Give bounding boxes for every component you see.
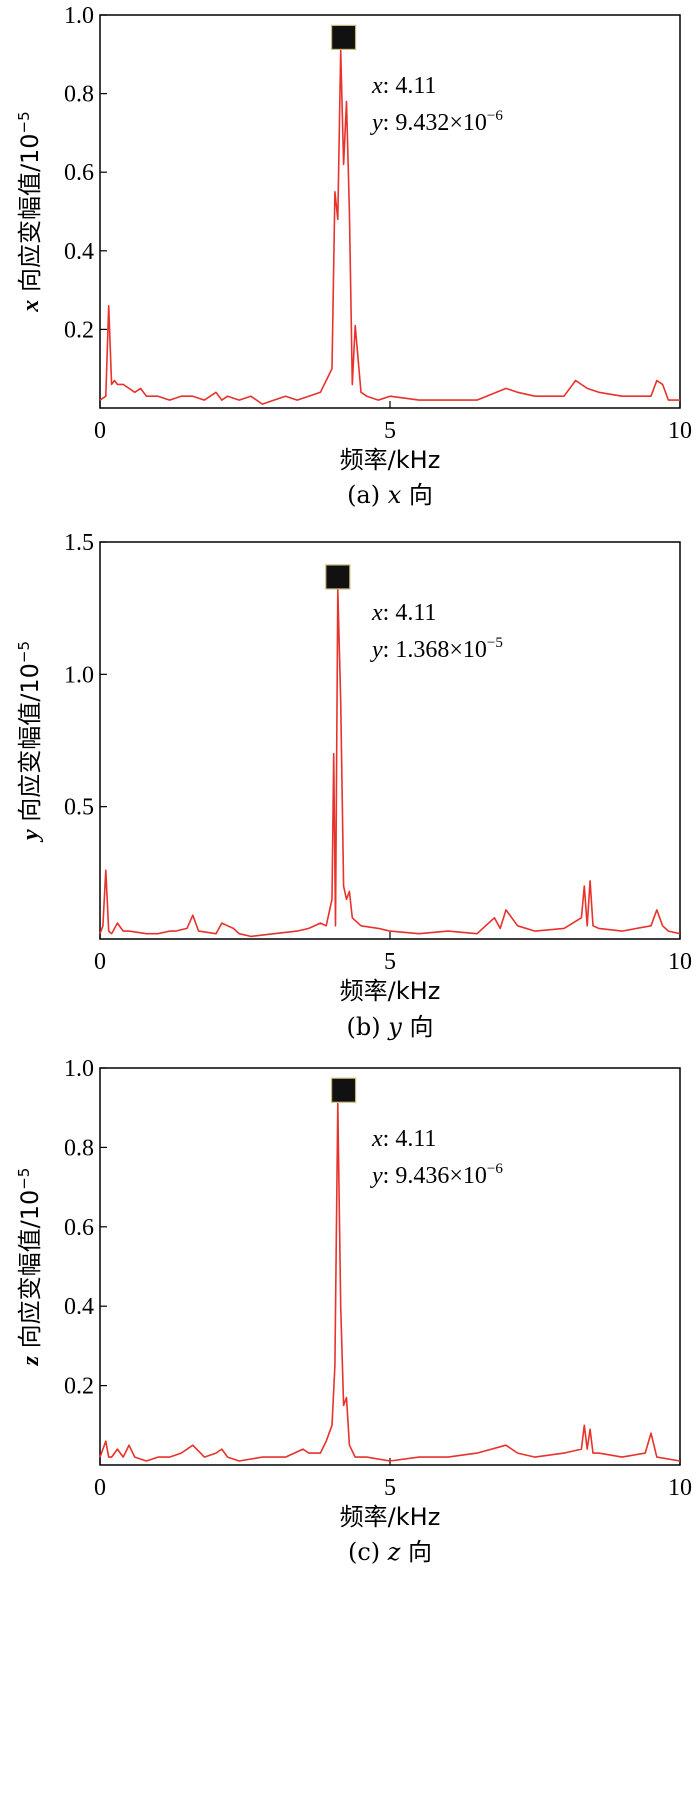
series-line bbox=[99, 49, 680, 405]
x-axis-label: 频率/kHz bbox=[340, 1503, 441, 1531]
chart-panel-c: 0 5 10 0.2 0.4 0.6 0.8 1.0 频率/kHz z 向应变幅值/10−5 x: … bbox=[15, 1056, 692, 1566]
y-tick-label: 0.2 bbox=[64, 1374, 94, 1400]
series-line bbox=[99, 1102, 681, 1462]
x-tick-label: 5 bbox=[384, 949, 396, 975]
annotation-y: y: 1.368×10−5 bbox=[370, 635, 503, 663]
y-tick-label: 1.5 bbox=[64, 530, 94, 556]
y-tick-label: 0.4 bbox=[64, 1294, 94, 1320]
x-tick-label: 10 bbox=[668, 1475, 692, 1501]
panel-caption: (c) z 向 bbox=[348, 1538, 432, 1566]
y-axis-label: y 向应变幅值/10−5 bbox=[15, 641, 44, 843]
y-tick-label: 0.6 bbox=[64, 160, 94, 186]
annotation-x: x: 4.11 bbox=[371, 600, 436, 626]
x-tick-label: 5 bbox=[384, 1475, 396, 1501]
y-tick-label: 1.0 bbox=[64, 1056, 94, 1082]
annotation-x: x: 4.11 bbox=[371, 1126, 436, 1152]
x-tick-label: 10 bbox=[668, 949, 692, 975]
y-tick-label: 0.4 bbox=[64, 239, 94, 265]
series-line bbox=[99, 588, 681, 938]
annotation-y: y: 9.432×10−6 bbox=[370, 108, 503, 136]
x-tick-label: 0 bbox=[94, 949, 106, 975]
x-tick-label: 5 bbox=[384, 418, 396, 444]
annotation-x: x: 4.11 bbox=[371, 73, 436, 99]
y-tick-label: 0.5 bbox=[64, 795, 94, 821]
chart-panel-a: 0 5 10 0.2 0.4 0.6 0.8 1.0 频率/kHz x 向应变幅值/10−5 x: … bbox=[15, 3, 692, 509]
x-tick-label: 10 bbox=[668, 418, 692, 444]
y-tick-label: 0.8 bbox=[64, 82, 94, 108]
chart-panel-b: 0 5 10 0.5 1.0 1.5 频率/kHz y 向应变幅值/10−5 x: 4.11 y:… bbox=[15, 530, 692, 1041]
y-tick-label: 0.2 bbox=[64, 317, 94, 343]
panel-caption: (b) y 向 bbox=[347, 1013, 434, 1041]
x-axis-label: 频率/kHz bbox=[340, 977, 441, 1005]
x-tick-label: 0 bbox=[94, 1475, 106, 1501]
x-tick-label: 0 bbox=[94, 418, 106, 444]
y-tick-label: 0.6 bbox=[64, 1215, 94, 1241]
data-tip-marker bbox=[331, 1077, 357, 1103]
y-axis-label: x 向应变幅值/10−5 bbox=[15, 111, 44, 312]
y-tick-label: 1.0 bbox=[64, 3, 94, 29]
data-tip-marker bbox=[325, 564, 351, 590]
data-tip-marker bbox=[331, 24, 357, 51]
y-axis-label: z 向应变幅值/10−5 bbox=[15, 1168, 44, 1367]
y-tick-label: 0.8 bbox=[64, 1135, 94, 1161]
x-axis-label: 频率/kHz bbox=[340, 446, 441, 474]
y-tick-label: 1.0 bbox=[64, 662, 94, 688]
annotation-y: y: 9.436×10−6 bbox=[370, 1161, 503, 1189]
panel-caption: (a) x 向 bbox=[347, 481, 433, 509]
